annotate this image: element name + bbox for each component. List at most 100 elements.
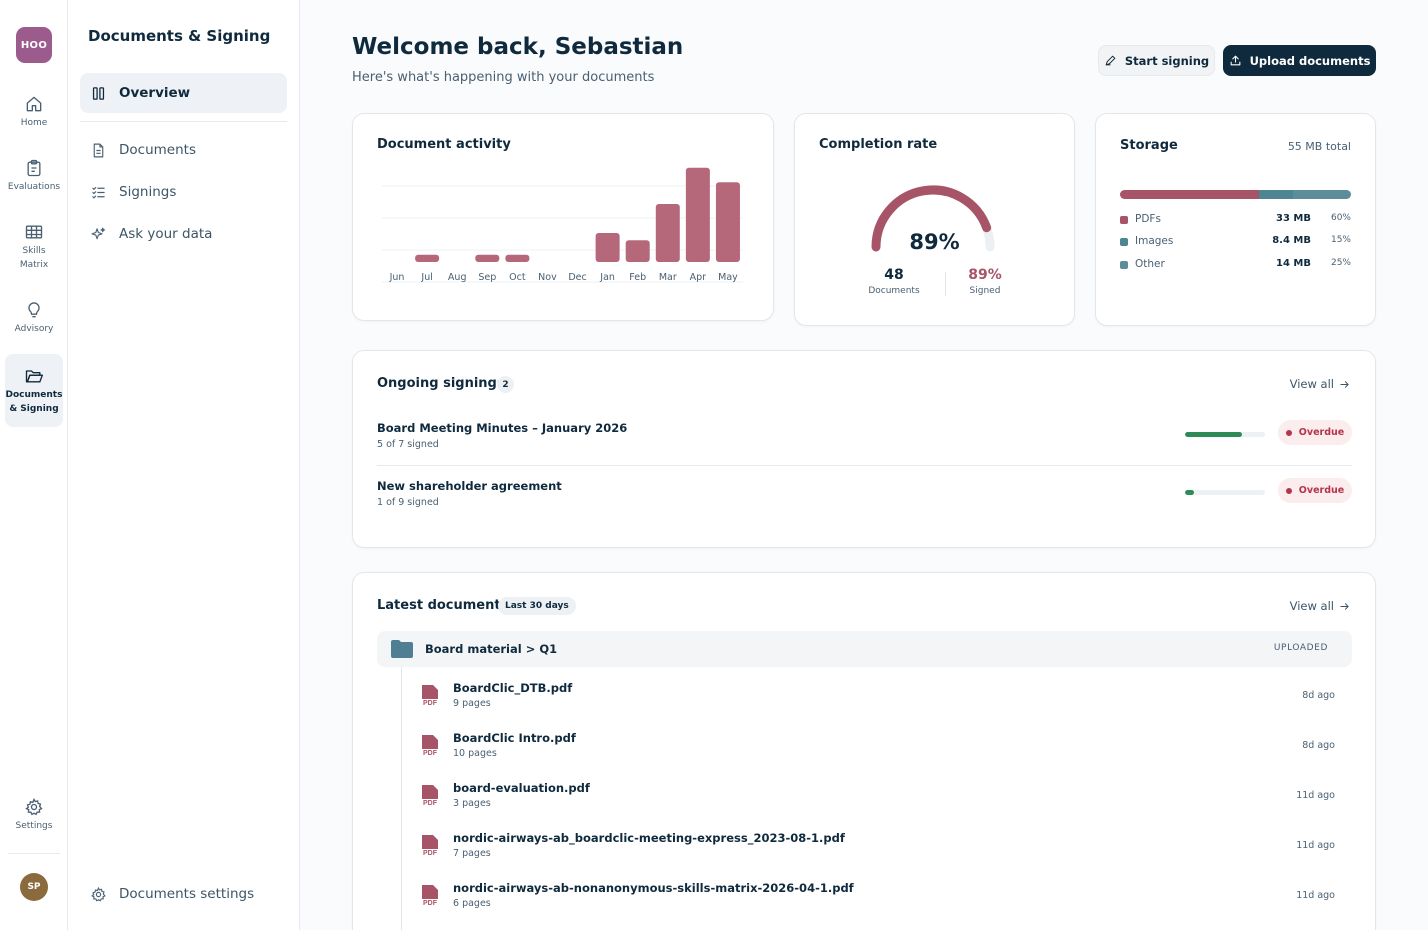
rail-item-home[interactable]: Home <box>5 94 63 134</box>
status-badge: Overdue <box>1278 420 1352 445</box>
storage-type: Images <box>1135 235 1174 247</box>
storage-percent: 15% <box>1330 235 1351 245</box>
nav-item-signings[interactable]: Signings <box>80 172 287 212</box>
bar-jul[interactable] <box>415 254 440 262</box>
signing-progress-bar <box>1185 432 1265 437</box>
document-row[interactable]: PDF BoardClic_DTB.pdf 9 pages 8d ago <box>419 681 1335 721</box>
document-pages: 7 pages <box>453 848 491 859</box>
status-label: Overdue <box>1298 427 1345 438</box>
storage-type: PDFs <box>1135 213 1161 225</box>
document-name: nordic-airways-ab_boardclic-meeting-expr… <box>453 831 845 845</box>
activity-bar-chart: Jun Jul Aug Sep Oct Nov Dec Jan Feb Mar Apr May <box>382 167 743 283</box>
x-tick-label: Jan <box>599 272 615 283</box>
bar-feb[interactable] <box>625 240 650 262</box>
rail-label: Skills Matrix <box>19 246 49 270</box>
swatch <box>1120 216 1128 224</box>
document-age: 11d ago <box>1296 790 1335 801</box>
completion-gauge <box>871 185 995 252</box>
signing-progress-bar <box>1185 490 1265 495</box>
nav-label: Ask your data <box>119 226 213 242</box>
swatch <box>1120 238 1128 246</box>
card-title: Document activity <box>377 137 511 152</box>
document-row[interactable]: PDF nordic-airways-ab-nonanonymous-skill… <box>419 881 1335 921</box>
nav-item-documents-settings[interactable]: Documents settings <box>80 874 287 914</box>
storage-type: Other <box>1135 258 1165 270</box>
rail-item-documents-signing[interactable]: Documents & Signing <box>5 354 63 427</box>
document-age: 11d ago <box>1296 840 1335 851</box>
pdf-label: PDF <box>423 750 438 757</box>
nav-label: Signings <box>119 184 177 200</box>
document-row[interactable]: PDF nordic-airways-ab_boardclic-meeting-… <box>419 831 1335 871</box>
view-all-documents-link[interactable]: View all <box>1290 599 1350 613</box>
storage-size: 33 MB <box>1276 213 1311 224</box>
upload-documents-button[interactable]: Upload documents <box>1223 45 1376 76</box>
document-row[interactable]: PDF board-evaluation.pdf 3 pages 11d ago <box>419 781 1335 821</box>
document-activity-card: Document activity Jun Jul Aug Sep Oct Nov Dec J… <box>352 113 774 321</box>
org-logo[interactable]: HOO <box>16 27 52 63</box>
rail-item-settings[interactable]: Settings <box>5 797 63 837</box>
rail-label: Home <box>20 118 48 128</box>
date-range-badge: Last 30 days <box>498 597 576 615</box>
bar-jan[interactable] <box>595 233 620 262</box>
storage-row-other: Other 14 MB 25% <box>1120 258 1351 272</box>
rail-item-evaluations[interactable]: Evaluations <box>5 158 63 198</box>
view-all-label: View all <box>1289 599 1334 613</box>
latest-documents-card: Latest documents Last 30 days View all B… <box>352 572 1376 930</box>
view-all-signings-link[interactable]: View all <box>1290 377 1350 391</box>
card-title: Ongoing signings <box>377 376 505 391</box>
storage-size: 14 MB <box>1276 258 1311 269</box>
bar-mar[interactable] <box>655 204 680 262</box>
bar-apr[interactable] <box>685 167 710 262</box>
bar-sep[interactable] <box>475 254 500 262</box>
rail-divider <box>8 853 60 854</box>
nav-item-overview[interactable]: Overview <box>80 73 287 113</box>
pdf-label: PDF <box>423 900 438 907</box>
card-title: Storage <box>1120 138 1178 153</box>
rail-label: Settings <box>15 821 53 831</box>
x-tick-label: Nov <box>538 272 557 283</box>
folder-name: Board material > Q1 <box>425 642 558 656</box>
storage-card: Storage 55 MB total PDFs 33 MB 60% Image… <box>1095 113 1376 326</box>
nav-item-ask-your-data[interactable]: Ask your data <box>80 214 287 254</box>
pen-icon <box>1105 55 1116 66</box>
rail-item-advisory[interactable]: Advisory <box>5 300 63 340</box>
nav-label: Documents settings <box>119 886 255 902</box>
pdf-label: PDF <box>423 850 438 857</box>
bar-may[interactable] <box>715 182 740 262</box>
completion-percent: 89% <box>909 230 960 254</box>
document-row[interactable]: PDF BoardClic Intro.pdf 10 pages 8d ago <box>419 731 1335 771</box>
start-signing-button[interactable]: Start signing <box>1098 45 1215 76</box>
completion-rate-card: Completion rate 89% 48 Documents 89% Sig… <box>794 113 1075 326</box>
document-pages: 3 pages <box>453 798 491 809</box>
folder-row[interactable]: Board material > Q1 UPLOADED <box>377 631 1352 667</box>
bar-oct[interactable] <box>505 254 530 262</box>
status-dot <box>1285 429 1292 436</box>
folder-icon <box>391 640 413 658</box>
arrow-right-icon <box>1340 602 1349 610</box>
gear-icon <box>25 798 43 816</box>
x-tick-label: Feb <box>629 272 646 283</box>
status-dot <box>1285 487 1292 494</box>
file-icon <box>93 143 104 157</box>
signing-row[interactable]: Board Meeting Minutes – January 2026 5 o… <box>377 420 1352 479</box>
storage-total: 55 MB total <box>1287 140 1351 153</box>
x-tick-label: Sep <box>478 272 496 283</box>
swatch <box>1120 261 1128 269</box>
start-signing-label: Start signing <box>1124 53 1210 68</box>
document-pages: 9 pages <box>453 698 491 709</box>
pdf-file-icon: PDF <box>422 835 438 857</box>
signing-progress-text: 1 of 9 signed <box>377 497 439 508</box>
rail-label: Documents & Signing <box>5 390 63 414</box>
x-tick-label: Mar <box>659 272 677 283</box>
signing-row[interactable]: New shareholder agreement 1 of 9 signed … <box>377 478 1352 537</box>
lightbulb-icon <box>28 302 40 318</box>
pdf-file-icon: PDF <box>422 785 438 807</box>
columns-icon <box>92 86 105 100</box>
signing-progress-fill <box>1185 490 1194 495</box>
tree-line <box>401 667 402 930</box>
document-age: 11d ago <box>1296 890 1335 901</box>
nav-item-documents[interactable]: Documents <box>80 130 287 170</box>
user-avatar[interactable]: SP <box>20 873 48 901</box>
storage-segment-other <box>1293 190 1351 199</box>
rail-item-skills-matrix[interactable]: Skills Matrix <box>5 222 63 274</box>
